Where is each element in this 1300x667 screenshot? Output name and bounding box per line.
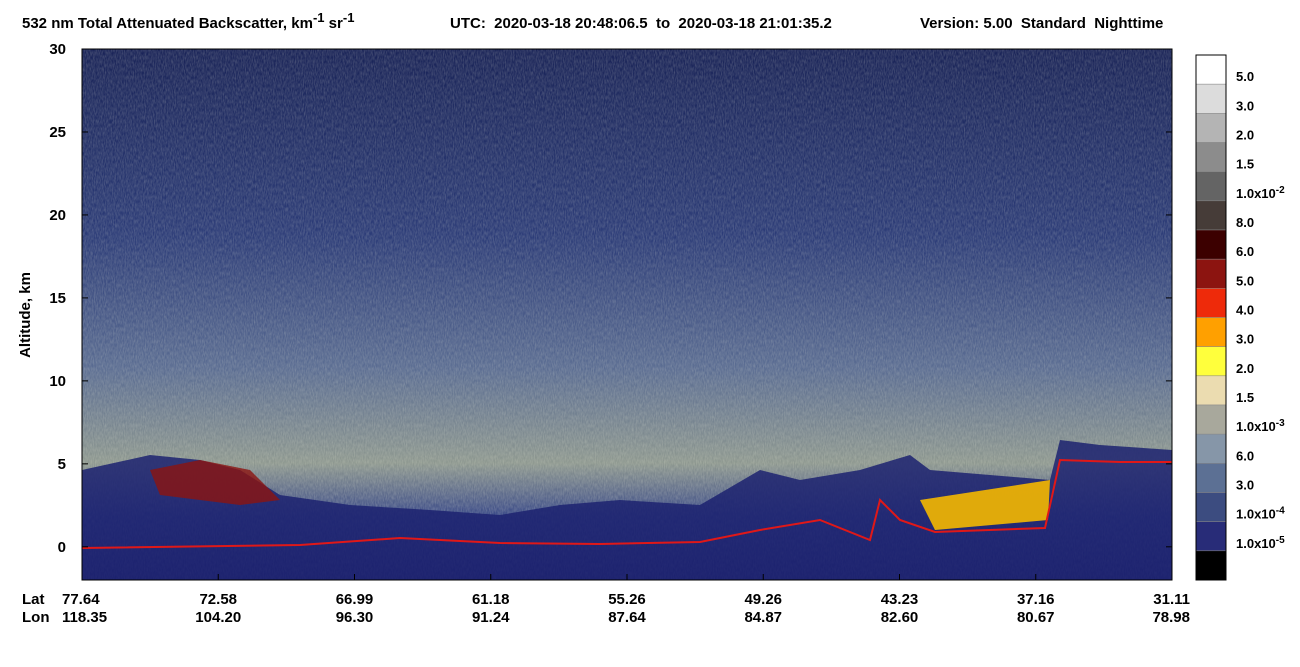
lat-tick-label: 77.64 xyxy=(62,591,100,608)
lon-tick-label: 104.20 xyxy=(195,609,241,626)
colorbar-box xyxy=(1195,142,1227,172)
colorbar-label: 3.0 xyxy=(1236,478,1254,493)
lon-tick-label: 84.87 xyxy=(744,609,782,626)
lat-tick-label: 37.16 xyxy=(1017,591,1055,608)
colorbar-label-sup: -5 xyxy=(1276,535,1285,546)
lat-tick-label: 55.26 xyxy=(608,591,646,608)
colorbar-box xyxy=(1195,317,1227,347)
colorbar-label-text: 1.0x10 xyxy=(1236,507,1276,522)
y-tick-label: 5 xyxy=(58,456,66,473)
colorbar-label: 1.0x10-4 xyxy=(1236,506,1285,522)
colorbar-box xyxy=(1195,113,1227,143)
colorbar-box xyxy=(1195,229,1227,260)
colorbar-label: 5.0 xyxy=(1236,273,1254,288)
colorbar-box xyxy=(1195,433,1227,464)
colorbar-label-text: 1.0x10 xyxy=(1236,186,1276,201)
lon-tick-label: 80.67 xyxy=(1017,609,1055,626)
colorbar-label-text: 1.0x10 xyxy=(1236,536,1276,551)
colorbar-box xyxy=(1195,521,1227,552)
lon-tick-label: 96.30 xyxy=(336,609,374,626)
lat-tick-label: 72.58 xyxy=(199,591,237,608)
colorbar-label: 6.0 xyxy=(1236,244,1254,259)
lat-tick-label: 43.23 xyxy=(881,591,919,608)
y-tick-label: 15 xyxy=(49,290,66,307)
colorbar-box xyxy=(1195,258,1227,289)
y-tick-label: 20 xyxy=(49,207,66,224)
colorbar-label: 4.0 xyxy=(1236,303,1254,318)
colorbar-label-text: 1.0x10 xyxy=(1236,419,1276,434)
lon-label: Lon xyxy=(22,609,50,626)
title-text: 532 nm Total Attenuated Backscatter, km xyxy=(22,15,313,32)
colorbar-frame xyxy=(1195,54,1227,581)
colorbar-box xyxy=(1195,375,1227,406)
colorbar-label: 1.0x10-3 xyxy=(1236,418,1285,434)
lon-tick-label: 118.35 xyxy=(62,609,107,626)
colorbar-box xyxy=(1195,550,1227,581)
colorbar-label: 1.5 xyxy=(1236,157,1254,172)
subtitle: UTC: 2020-03-18 20:48:06.5 to 2020-03-18… xyxy=(450,15,832,32)
y-tick-label: 25 xyxy=(49,124,66,141)
lat-tick-label: 31.11 xyxy=(1153,591,1190,608)
curtain-image xyxy=(81,49,1172,580)
y-tick-label: 30 xyxy=(49,41,66,58)
lat-tick-label: 61.18 xyxy=(472,591,510,608)
colorbar-box xyxy=(1195,346,1227,377)
colorbar-box xyxy=(1195,200,1227,231)
colorbar-label-sup: -4 xyxy=(1276,506,1285,517)
colorbar-box xyxy=(1195,463,1227,493)
colorbar-label-sup: -2 xyxy=(1276,185,1285,196)
lat-label: Lat xyxy=(22,591,45,608)
colorbar-label: 1.0x10-5 xyxy=(1236,535,1285,551)
colorbar-box xyxy=(1195,288,1227,318)
title-sup: -1 xyxy=(343,10,355,25)
colorbar-label-sup: -3 xyxy=(1276,418,1285,429)
y-axis-label: Altitude, km xyxy=(17,272,34,358)
colorbar-label: 2.0 xyxy=(1236,361,1254,376)
chart-title: 532 nm Total Attenuated Backscatter, km-… xyxy=(22,10,354,32)
y-tick-label: 10 xyxy=(49,373,66,390)
colorbar-box xyxy=(1195,54,1227,85)
colorbar-label: 1.5 xyxy=(1236,390,1254,405)
colorbar-label: 5.0 xyxy=(1236,69,1254,84)
colorbar-label: 3.0 xyxy=(1236,332,1254,347)
colorbar-label: 8.0 xyxy=(1236,215,1254,230)
lat-tick-label: 49.26 xyxy=(744,591,782,608)
colorbar-label: 6.0 xyxy=(1236,448,1254,463)
colorbar-box xyxy=(1195,404,1227,435)
title-sup: -1 xyxy=(313,10,325,25)
colorbar-box xyxy=(1195,492,1227,522)
colorbar-label: 3.0 xyxy=(1236,98,1254,113)
lon-tick-label: 78.98 xyxy=(1152,609,1190,626)
colorbar-box xyxy=(1195,171,1227,202)
lon-tick-label: 82.60 xyxy=(881,609,919,626)
colorbar-label: 1.0x10-2 xyxy=(1236,185,1285,201)
lat-tick-label: 66.99 xyxy=(336,591,374,608)
title-text: sr xyxy=(325,15,344,32)
lon-tick-label: 91.24 xyxy=(472,609,510,626)
y-tick-label: 0 xyxy=(58,539,66,556)
colorbar-box xyxy=(1195,83,1227,114)
colorbar-label: 2.0 xyxy=(1236,128,1254,143)
lon-tick-label: 87.64 xyxy=(608,609,646,626)
version: Version: 5.00 Standard Nighttime xyxy=(920,15,1163,32)
